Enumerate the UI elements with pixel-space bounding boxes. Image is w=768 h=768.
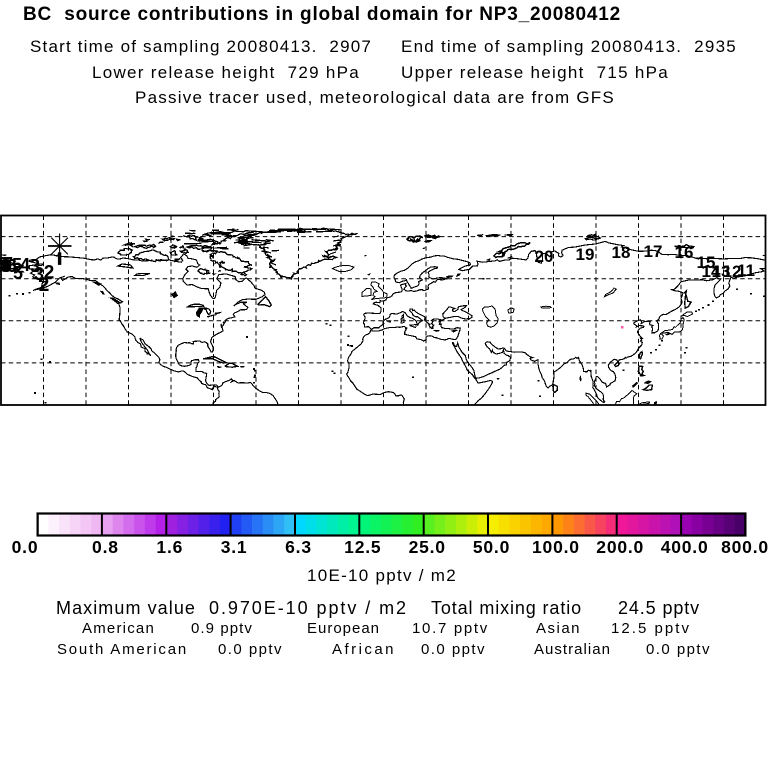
- svg-text:4: 4: [20, 255, 30, 275]
- svg-text:12.5: 12.5: [344, 537, 381, 557]
- svg-text:5: 5: [12, 255, 22, 275]
- svg-text:3: 3: [34, 264, 44, 284]
- svg-text:8: 8: [0, 256, 10, 276]
- svg-text:3.1: 3.1: [221, 537, 248, 557]
- svg-text:18: 18: [612, 243, 631, 262]
- svg-text:15: 15: [697, 253, 716, 272]
- svg-text:12: 12: [723, 262, 742, 281]
- svg-text:5: 5: [13, 263, 23, 283]
- svg-text:3: 3: [30, 256, 40, 276]
- svg-text:100.0: 100.0: [532, 537, 580, 557]
- svg-text:2: 2: [44, 263, 55, 284]
- svg-text:9: 9: [0, 254, 8, 274]
- svg-text:6: 6: [7, 256, 17, 276]
- svg-text:16: 16: [675, 243, 694, 262]
- svg-text:19: 19: [576, 245, 595, 264]
- svg-text:11: 11: [737, 261, 755, 280]
- svg-text:13: 13: [712, 262, 731, 281]
- svg-text:20: 20: [535, 247, 554, 266]
- svg-text:50.0: 50.0: [473, 537, 510, 557]
- svg-text:7: 7: [3, 254, 13, 274]
- svg-text:400.0: 400.0: [661, 537, 709, 557]
- svg-text:0.0: 0.0: [12, 537, 39, 557]
- svg-text:14: 14: [702, 262, 721, 281]
- svg-text:0.8: 0.8: [92, 537, 119, 557]
- svg-text:1.6: 1.6: [156, 537, 183, 557]
- svg-text:17: 17: [644, 242, 663, 261]
- svg-text:25.0: 25.0: [409, 537, 446, 557]
- svg-text:800.0: 800.0: [721, 537, 768, 557]
- svg-text:6.3: 6.3: [285, 537, 312, 557]
- svg-text:10: 10: [0, 256, 12, 276]
- svg-text:2: 2: [39, 275, 50, 296]
- svg-text:200.0: 200.0: [596, 537, 644, 557]
